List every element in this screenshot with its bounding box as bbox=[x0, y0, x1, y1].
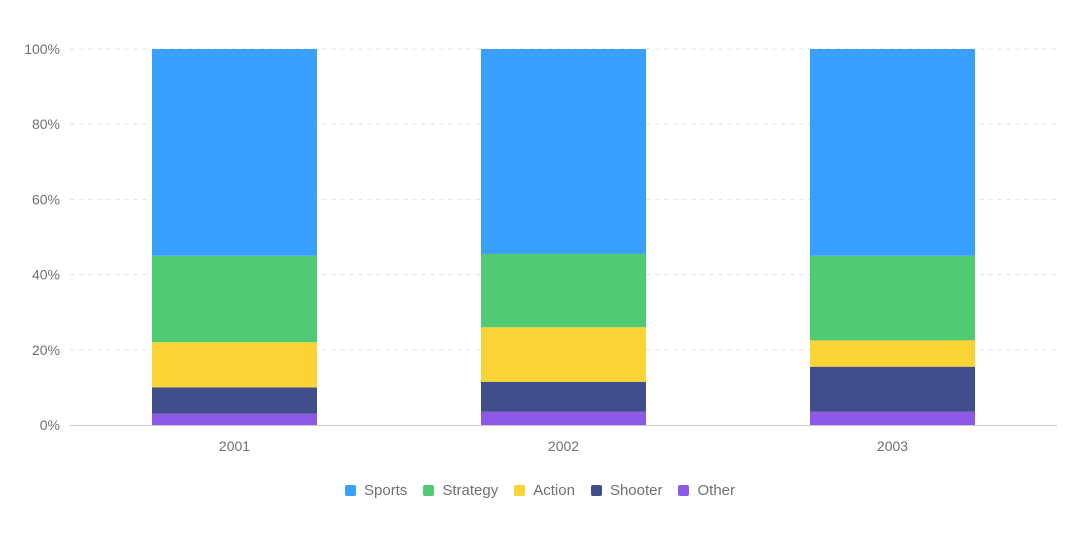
bar-segment-strategy[interactable] bbox=[810, 255, 975, 341]
x-tick-label: 2003 bbox=[877, 438, 908, 454]
legend-swatch bbox=[423, 485, 435, 496]
y-tick-label: 60% bbox=[32, 191, 60, 207]
bar-segment-action[interactable] bbox=[152, 342, 317, 388]
legend-label: Shooter bbox=[609, 482, 663, 499]
bar-segment-sports[interactable] bbox=[481, 49, 646, 254]
legend-item-action[interactable]: Action bbox=[514, 482, 575, 499]
axes: 0% 20% 40% 60% 80% 100% 2001 2002 2003 bbox=[24, 41, 1057, 454]
bar-segment-action[interactable] bbox=[481, 327, 646, 382]
legend-item-strategy[interactable]: Strategy bbox=[423, 482, 498, 499]
y-tick-label: 40% bbox=[32, 267, 60, 283]
legend: Sports Strategy Action Shooter Other bbox=[0, 482, 1080, 499]
bar-segment-shooter[interactable] bbox=[810, 366, 975, 412]
x-tick-label: 2001 bbox=[219, 438, 250, 454]
legend-label: Other bbox=[697, 482, 735, 499]
bar-segment-sports[interactable] bbox=[152, 49, 317, 256]
bars bbox=[152, 49, 975, 425]
legend-swatch bbox=[590, 485, 602, 496]
bar-segment-shooter[interactable] bbox=[481, 381, 646, 412]
bar-segment-strategy[interactable] bbox=[152, 255, 317, 343]
bar-segment-sports[interactable] bbox=[810, 49, 975, 256]
legend-label: Action bbox=[533, 482, 575, 499]
bar-segment-other[interactable] bbox=[481, 411, 646, 425]
bar-segment-other[interactable] bbox=[810, 411, 975, 425]
legend-swatch bbox=[514, 485, 526, 496]
bar-segment-shooter[interactable] bbox=[152, 387, 317, 414]
legend-label: Strategy bbox=[442, 482, 499, 499]
legend-item-sports[interactable]: Sports bbox=[345, 482, 407, 499]
y-tick-label: 0% bbox=[40, 417, 60, 433]
legend-item-other[interactable]: Other bbox=[678, 482, 735, 499]
y-tick-label: 20% bbox=[32, 342, 60, 358]
x-tick-label: 2002 bbox=[548, 438, 579, 454]
legend-swatch bbox=[678, 485, 690, 496]
y-tick-label: 100% bbox=[24, 41, 60, 57]
y-tick-label: 80% bbox=[32, 116, 60, 132]
bar-segment-action[interactable] bbox=[810, 340, 975, 367]
bar-segment-other[interactable] bbox=[152, 413, 317, 425]
chart-plot: 0% 20% 40% 60% 80% 100% 2001 2002 2003 bbox=[24, 41, 1057, 454]
legend-swatch bbox=[345, 485, 356, 496]
legend-label: Sports bbox=[364, 482, 408, 499]
bar-segment-strategy[interactable] bbox=[481, 253, 646, 328]
legend-item-shooter[interactable]: Shooter bbox=[590, 482, 663, 499]
